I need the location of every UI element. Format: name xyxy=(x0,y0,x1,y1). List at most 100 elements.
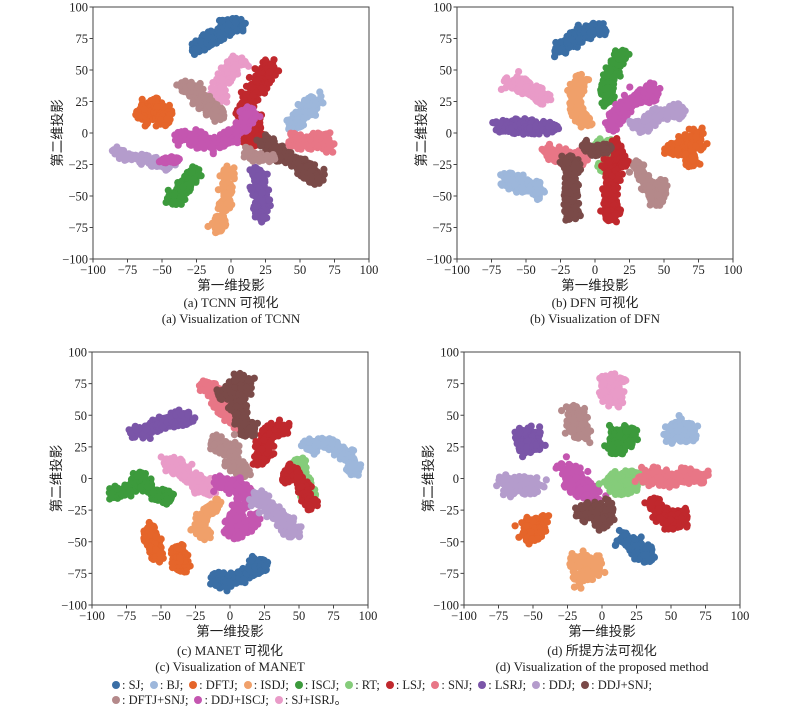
cluster-sj xyxy=(551,19,610,61)
point xyxy=(595,25,603,33)
point xyxy=(626,83,634,91)
point xyxy=(252,204,260,212)
y-tick-label: −100 xyxy=(62,253,88,267)
point xyxy=(258,197,266,205)
point xyxy=(209,79,217,87)
cluster-dftj xyxy=(132,94,176,130)
point xyxy=(323,146,331,154)
point xyxy=(282,159,290,167)
point xyxy=(317,92,325,100)
cluster-iscj xyxy=(162,163,205,208)
point xyxy=(224,165,232,173)
point xyxy=(287,130,295,138)
cluster-ddj-iscj xyxy=(155,153,183,167)
point xyxy=(218,205,226,213)
point xyxy=(219,108,227,116)
scatter-panel-a: −100 −75 −50 −25 0 25 50 75 100−100−75−50−250255… xyxy=(49,1,378,295)
point xyxy=(148,157,156,165)
point xyxy=(219,140,227,148)
point xyxy=(251,209,260,217)
x-tick-label: 0 xyxy=(228,263,234,277)
x-tick-label: 100 xyxy=(360,263,379,277)
point xyxy=(600,99,609,107)
point xyxy=(238,99,246,107)
point xyxy=(248,83,256,91)
cluster-iscj xyxy=(597,46,633,110)
y-tick-label: −25 xyxy=(68,158,88,172)
point xyxy=(177,192,185,201)
point xyxy=(522,83,531,91)
point xyxy=(230,175,238,183)
point xyxy=(254,172,262,180)
point xyxy=(303,162,311,171)
point xyxy=(599,79,607,87)
point xyxy=(186,82,195,90)
point xyxy=(306,135,314,143)
cluster-dftj-snj xyxy=(173,77,228,125)
point xyxy=(159,156,167,164)
point xyxy=(283,116,291,124)
point xyxy=(300,96,309,104)
point xyxy=(210,133,218,141)
point xyxy=(309,94,317,102)
x-tick-label: 75 xyxy=(328,263,341,277)
point xyxy=(256,140,265,148)
point xyxy=(138,150,146,158)
point xyxy=(319,131,327,140)
point xyxy=(633,89,641,97)
point xyxy=(233,136,241,144)
point xyxy=(265,68,274,76)
point xyxy=(242,112,251,120)
point xyxy=(275,146,283,155)
point xyxy=(257,84,266,92)
point xyxy=(630,120,638,128)
point xyxy=(174,156,182,164)
x-tick-label: 50 xyxy=(294,263,307,277)
y-tick-label: 0 xyxy=(82,127,88,141)
y-axis-label: 第二维投影 xyxy=(49,99,66,167)
point xyxy=(242,143,250,152)
point xyxy=(633,97,641,105)
point xyxy=(208,40,216,49)
point xyxy=(671,110,679,118)
point xyxy=(205,102,213,110)
y-tick-label: 50 xyxy=(76,64,89,78)
point xyxy=(616,118,625,126)
cluster-ddj-iscj xyxy=(601,79,664,135)
cluster-ddj xyxy=(626,100,689,136)
point xyxy=(496,119,504,127)
x-tick-label: 25 xyxy=(259,263,272,277)
point xyxy=(221,218,229,226)
y-tick-label: 25 xyxy=(76,95,89,109)
point xyxy=(171,131,179,139)
point xyxy=(674,100,682,108)
point xyxy=(162,166,170,174)
point xyxy=(612,51,620,59)
point xyxy=(557,38,565,46)
point xyxy=(229,72,237,80)
point xyxy=(294,100,302,109)
point xyxy=(163,115,171,123)
points xyxy=(108,14,338,237)
scatter-panel-b: −100 −75 −50 −25 0 25 50 75 100−100−75−50−250255… xyxy=(413,1,742,295)
point xyxy=(580,87,588,95)
cluster-sj-isrj xyxy=(206,52,253,106)
point xyxy=(325,137,333,145)
point xyxy=(578,75,586,83)
cluster-snj xyxy=(284,129,338,156)
point xyxy=(162,198,170,206)
point xyxy=(251,110,259,118)
point xyxy=(170,190,179,198)
point xyxy=(491,119,499,127)
y-tick-label: −50 xyxy=(68,190,88,204)
point xyxy=(269,63,278,71)
point xyxy=(584,76,593,84)
point xyxy=(503,78,511,87)
point xyxy=(245,73,253,82)
point xyxy=(204,33,212,41)
point xyxy=(611,112,619,120)
cluster-sj xyxy=(188,14,249,59)
cluster-ddj-iscj xyxy=(171,103,264,158)
point xyxy=(148,96,156,104)
